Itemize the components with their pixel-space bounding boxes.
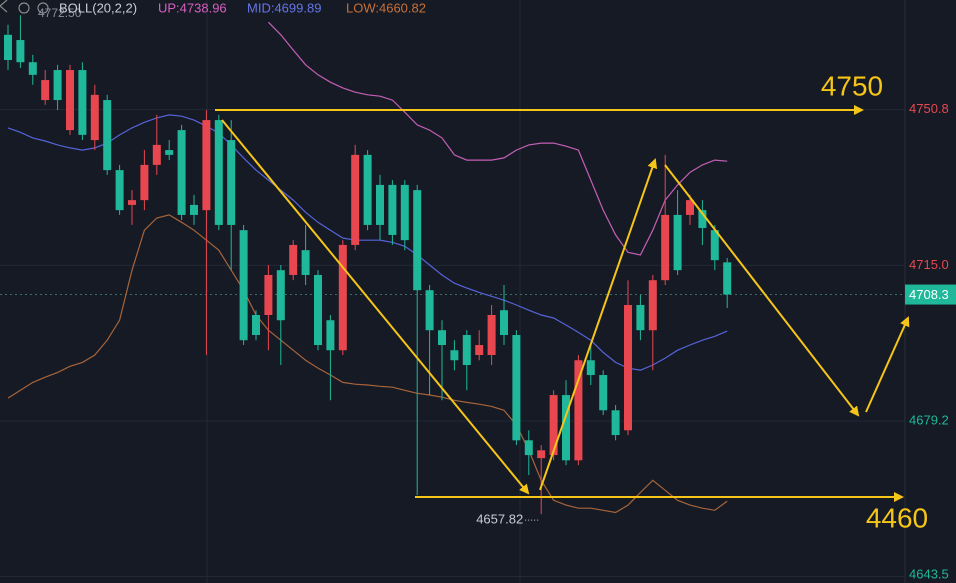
candle-body	[450, 350, 459, 361]
candle-body	[264, 274, 273, 315]
candles	[4, 15, 732, 515]
candle-body	[314, 274, 322, 346]
candle-body	[103, 100, 112, 171]
candle-body	[16, 40, 25, 63]
candle-body	[524, 440, 533, 456]
candle-body	[289, 244, 298, 275]
candle-body	[686, 200, 694, 215]
band-line	[7, 114, 728, 371]
candle-body	[673, 214, 682, 271]
band-line	[7, 214, 728, 514]
candle-body	[190, 204, 198, 215]
visibility-icon[interactable]	[37, 2, 49, 14]
candle-body	[413, 190, 422, 291]
candle-body	[202, 120, 211, 211]
candle-body	[128, 200, 136, 205]
candle-body	[165, 150, 174, 155]
candle-body	[28, 62, 37, 75]
last-price-tag	[905, 284, 956, 305]
candle-body	[462, 335, 471, 366]
y-tick-label: 4715.0	[909, 257, 949, 272]
candle-body	[624, 304, 632, 431]
candle-body	[425, 290, 434, 331]
band-line	[267, 21, 728, 256]
legend-mid: MID:4699.89	[247, 0, 321, 15]
settings-icon[interactable]	[18, 2, 30, 14]
candle-body	[252, 314, 260, 336]
candle-body	[698, 210, 707, 228]
candle-body	[400, 184, 409, 241]
candle-body	[388, 184, 397, 235]
candle-body	[599, 375, 608, 411]
y-tick-label: 4679.2	[909, 413, 949, 428]
candle-body	[475, 345, 484, 356]
candle-body	[227, 140, 236, 225]
y-tick-label: 4643.5	[909, 566, 949, 581]
candle-body	[301, 250, 310, 275]
price-axis: 4750.8 4715.0 4679.2 4643.5 4657.82 4708.3	[476, 101, 956, 581]
candle-body	[41, 80, 50, 101]
bands	[7, 21, 728, 514]
level-label: 4460	[866, 502, 928, 533]
candle-body	[661, 214, 670, 281]
legend-low: LOW:4660.82	[346, 0, 426, 15]
candle-body	[338, 244, 347, 351]
candle-body	[611, 410, 620, 436]
last-price-label: 4708.3	[909, 287, 949, 302]
candle-body	[586, 360, 595, 376]
candle-body	[78, 70, 87, 135]
candle-body	[53, 70, 62, 101]
candle-body	[723, 262, 732, 295]
candle-body	[239, 230, 248, 341]
low-label: 4657.82	[476, 512, 523, 527]
candle-body	[4, 34, 12, 61]
candle-body	[376, 184, 384, 225]
indicator-name: BOLL(20,2,2)	[59, 0, 137, 15]
collapse-icon[interactable]	[0, 0, 8, 13]
candle-body	[177, 130, 186, 215]
candle-body	[351, 154, 360, 245]
candle-body	[648, 280, 657, 331]
candle-body	[152, 144, 161, 165]
toolbar-icons	[0, 0, 49, 14]
candle-body	[363, 154, 372, 225]
annotation-drawings: 4750 4460	[215, 70, 928, 533]
candle-body	[549, 395, 558, 456]
trend-arrow	[221, 119, 530, 495]
candle-body	[115, 170, 124, 211]
candle-body	[487, 314, 496, 356]
candle-body	[214, 120, 223, 225]
candle-body	[512, 335, 521, 441]
candle-body	[140, 164, 149, 201]
y-tick-label: 4750.8	[909, 101, 949, 116]
high-label: 4772.50	[38, 6, 82, 20]
level-label: 4750	[821, 70, 883, 101]
trend-arrow	[539, 158, 658, 491]
legend-up: UP:4738.96	[158, 0, 227, 15]
trend-arrow	[865, 316, 910, 413]
candle-body	[276, 270, 285, 321]
candle-body	[574, 360, 583, 461]
candle-body	[562, 395, 570, 461]
trend-arrow	[664, 164, 860, 417]
candle-body	[500, 310, 508, 336]
candle-body	[326, 320, 335, 351]
candle-body	[537, 450, 546, 459]
candle-body	[636, 304, 645, 331]
candle-body	[90, 94, 99, 141]
candle-body	[710, 230, 719, 261]
candle-body	[66, 70, 74, 131]
candle-body	[438, 330, 446, 346]
